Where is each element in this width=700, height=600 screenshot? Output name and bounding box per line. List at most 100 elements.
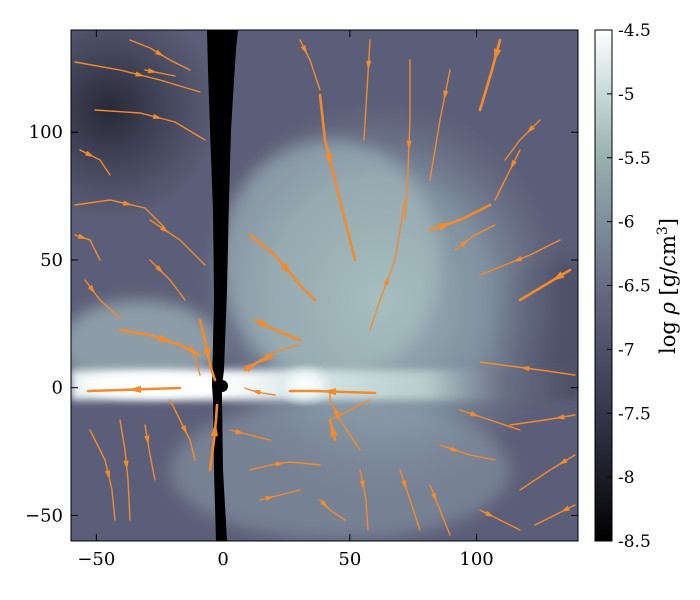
streamline-arrow	[325, 153, 333, 167]
streamline-arrow	[401, 480, 407, 490]
x-tick-label: 0	[217, 549, 228, 570]
outflow-lobe-core	[220, 140, 440, 380]
streamline-arrow	[450, 446, 460, 452]
streamline-arrow	[555, 414, 565, 420]
streamline-arrow	[512, 256, 523, 262]
streamline-arrow	[551, 271, 565, 282]
streamline	[149, 219, 206, 266]
streamline-arrow	[122, 200, 133, 206]
streamline-arrow	[152, 113, 163, 119]
density-field	[71, 30, 578, 541]
left-cloud	[71, 300, 220, 390]
colorbar-tick-label: -6	[618, 213, 635, 233]
colorbar-ticks: -4.5 -5 -5.5 -6 -6.5 -7 -7.5 -8 -8.5	[607, 21, 651, 552]
colorbar-label: log ρ [g/cm3]	[655, 218, 680, 354]
streamline-arrow	[300, 45, 308, 55]
colorbar-tick-label: -5.5	[618, 149, 651, 169]
streamline-arrow	[431, 492, 437, 503]
streamline-arrow	[485, 510, 495, 518]
streamline-arrow	[560, 505, 570, 513]
x-tick-label: −50	[77, 549, 115, 570]
streamline-arrow	[210, 423, 218, 437]
streamline-arrow	[460, 239, 469, 248]
streamline	[363, 39, 371, 141]
lower-cloud	[170, 400, 510, 540]
streamline-arrow	[160, 225, 170, 233]
streamline-arrow	[189, 347, 195, 358]
streamline-arrow	[87, 285, 96, 294]
streamline-arrow	[438, 222, 452, 231]
streamline-arrow	[494, 48, 502, 62]
colorbar-tick-label: -4.5	[618, 21, 651, 41]
streamline-arrow	[235, 428, 245, 434]
streamline	[519, 454, 576, 491]
streamline-arrow	[155, 265, 164, 274]
streamline-arrow	[244, 362, 258, 373]
y-tick-label: 0	[52, 378, 63, 399]
streamline-arrow	[155, 49, 165, 57]
streamline-arrow	[332, 405, 340, 415]
streamline-arrow	[510, 160, 517, 170]
streamline-arrow	[135, 71, 145, 77]
low-density-upper-left	[71, 30, 220, 220]
streamline-arrow	[123, 460, 129, 470]
streamline-arrow	[180, 425, 188, 435]
streamline	[504, 119, 541, 161]
streamline-arrow	[406, 140, 412, 150]
streamline-arrow	[330, 423, 338, 437]
streamline	[359, 469, 369, 531]
velocity-streamlines	[74, 38, 576, 536]
streamline-arrow	[280, 263, 292, 276]
streamline	[429, 69, 451, 181]
x-axis-ticks: −50 0 50 100	[77, 30, 494, 570]
streamline-arrow	[526, 125, 535, 134]
streamline-arrow	[470, 411, 480, 417]
colorbar-tick-label: -7	[618, 340, 635, 360]
y-tick-label: −50	[25, 505, 63, 526]
streamline-arrow	[147, 68, 158, 74]
streamline-arrow	[275, 461, 285, 467]
x-tick-label: 100	[459, 549, 493, 570]
streamline	[144, 424, 156, 481]
y-axis-ticks: −50 0 50 100	[25, 122, 578, 526]
colorbar-tick-label: -8.5	[618, 532, 651, 552]
streamline-arrow	[105, 470, 111, 480]
streamline	[509, 414, 576, 426]
streamline-arrow	[85, 150, 95, 158]
y-tick-label: 50	[40, 250, 63, 271]
streamline	[459, 409, 521, 431]
streamline-arrow	[383, 275, 390, 285]
streamline	[149, 259, 186, 301]
streamline-arrow	[251, 390, 261, 396]
streamline-arrow	[203, 348, 211, 362]
streamline-arrow	[258, 319, 272, 329]
y-tick-label: 100	[29, 122, 63, 143]
central-source-marker	[216, 380, 228, 392]
colorbar-tick-label: -7.5	[618, 404, 651, 424]
colorbar-tick-label: -8	[618, 468, 635, 488]
streamline-arrow	[366, 60, 372, 70]
streamline-arrow	[558, 458, 568, 466]
streamline-arrow	[335, 412, 345, 420]
inner-disk-bright	[80, 373, 220, 397]
colorbar-tick-label: -6.5	[618, 277, 651, 297]
streamline-arrow	[443, 90, 449, 100]
streamline	[494, 149, 521, 201]
dense-clump	[273, 363, 337, 407]
streamline-arrow	[77, 233, 88, 240]
streamline-arrow	[144, 435, 150, 445]
streamline-arrow	[265, 496, 275, 502]
plot-frame	[70, 29, 579, 542]
x-tick-label: 50	[338, 549, 361, 570]
streamline	[429, 484, 451, 536]
streamline-arrow	[158, 334, 172, 343]
streamline-arrow	[520, 366, 530, 372]
colorbar-tick-label: -5	[618, 85, 635, 105]
streamline-arrow	[359, 480, 365, 490]
streamline	[399, 469, 421, 531]
streamline	[439, 444, 496, 461]
streamline-arrow	[128, 385, 142, 393]
streamline-arrow	[320, 500, 329, 509]
polar-funnel	[207, 30, 238, 541]
